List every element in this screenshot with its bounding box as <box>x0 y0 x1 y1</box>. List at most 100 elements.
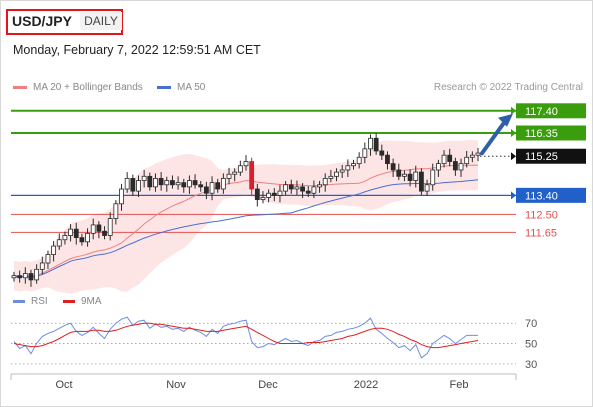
candle-up <box>458 163 464 171</box>
candle-down <box>203 186 209 194</box>
candle-up <box>362 148 368 158</box>
candle-up <box>424 184 430 192</box>
candle-up <box>266 192 272 198</box>
level-label: 117.40 <box>525 106 558 118</box>
candle-up <box>413 171 419 181</box>
legend-ma50-swatch <box>157 86 171 89</box>
copyright-label: Research © 2022 Trading Central <box>433 82 583 93</box>
candle-up <box>469 154 475 158</box>
candle-up <box>187 180 192 188</box>
candle-up <box>22 273 28 279</box>
candle-up <box>464 156 470 165</box>
candle-down <box>102 230 107 236</box>
candle-down <box>305 190 311 194</box>
candle-up <box>294 186 300 190</box>
candle-up <box>334 171 339 177</box>
x-tick-label: 2022 <box>354 379 378 391</box>
candle-down <box>158 178 164 186</box>
candle-up <box>368 137 373 150</box>
candle-up <box>328 175 334 179</box>
candle-up <box>237 165 243 173</box>
level-label: 115.25 <box>525 151 558 163</box>
candle-up <box>153 178 158 188</box>
candle-down <box>73 228 79 239</box>
legend-9ma: 9MA <box>63 296 102 307</box>
candle-down <box>373 137 379 152</box>
candle-up <box>356 156 362 165</box>
candle-down <box>396 169 402 177</box>
candle-up <box>260 197 266 200</box>
rsi-9ma-line <box>13 322 479 349</box>
candle-up <box>430 169 436 186</box>
level-tag-pointer <box>511 191 516 200</box>
candle-down <box>170 180 175 186</box>
symbol-header-box[interactable] <box>6 9 123 35</box>
candle-down <box>385 154 390 165</box>
candle-up <box>11 275 17 279</box>
candle-up <box>232 171 238 175</box>
candle-up <box>51 245 57 255</box>
candle-down <box>181 182 187 188</box>
candle-up <box>39 262 45 270</box>
candle-up <box>90 224 96 234</box>
candle-down <box>379 150 385 156</box>
candle-up <box>311 186 317 194</box>
legend-ma50: MA 50 <box>157 82 205 93</box>
candle-down <box>249 161 255 190</box>
candle-up <box>175 182 181 186</box>
candle-up <box>277 190 283 196</box>
period-badge[interactable]: DAILY <box>80 12 122 30</box>
level-tag-pointer <box>511 128 516 137</box>
candle-up <box>68 228 73 236</box>
bollinger-band <box>14 139 478 294</box>
candle-down <box>390 163 396 171</box>
candle-down <box>130 178 136 192</box>
x-tick-label: Dec <box>258 379 278 391</box>
level-label: 113.40 <box>525 190 558 202</box>
candle-down <box>147 175 153 188</box>
candle-up <box>209 182 215 194</box>
legend-9ma-swatch <box>63 300 75 303</box>
candle-up <box>85 232 90 243</box>
candle-up <box>62 235 68 241</box>
legend-ma20-label: MA 20 + Bollinger Bands <box>33 82 143 93</box>
level-label: 112.50 <box>525 209 558 221</box>
candle-up <box>34 268 40 281</box>
level-tag-resistance <box>516 103 586 119</box>
candle-down <box>79 237 85 243</box>
forecast-arrow <box>480 120 506 156</box>
level-tag-last <box>516 148 586 164</box>
forecast-arrow-head <box>498 113 513 127</box>
candle-up <box>141 175 147 181</box>
ma50-line <box>13 179 479 279</box>
candles <box>11 133 481 287</box>
level-tag-pointer <box>511 106 516 115</box>
candle-down <box>452 161 458 171</box>
legend-rsi-swatch <box>13 300 25 303</box>
candle-up <box>124 178 130 190</box>
candle-up <box>220 178 226 190</box>
candle-down <box>192 180 198 186</box>
candle-up <box>283 184 289 192</box>
candle-up <box>345 165 351 171</box>
legend-9ma-label: 9MA <box>81 296 102 307</box>
candle-down <box>271 192 277 196</box>
candle-down <box>288 184 294 190</box>
rsi-line <box>13 316 478 359</box>
legend-ma20-bollinger: MA 20 + Bollinger Bands <box>13 82 143 93</box>
level-label: 111.65 <box>525 227 557 239</box>
x-tick-label: Oct <box>55 379 72 391</box>
price-levels: 117.40 116.35 115.25 113.40 112.50 111.65 <box>11 103 586 239</box>
candle-down <box>28 273 34 281</box>
candle-down <box>254 188 260 200</box>
rsi-tick-label: 50 <box>525 339 537 351</box>
candle-up <box>45 254 51 264</box>
rsi-tick-label: 30 <box>525 359 537 371</box>
currency-pair-label: USD/JPY <box>12 13 72 29</box>
legend-ma20-swatch <box>13 86 27 89</box>
candle-down <box>447 154 453 162</box>
candle-up <box>113 203 119 219</box>
legend-rsi-label: RSI <box>31 296 48 307</box>
candle-up <box>56 239 62 247</box>
